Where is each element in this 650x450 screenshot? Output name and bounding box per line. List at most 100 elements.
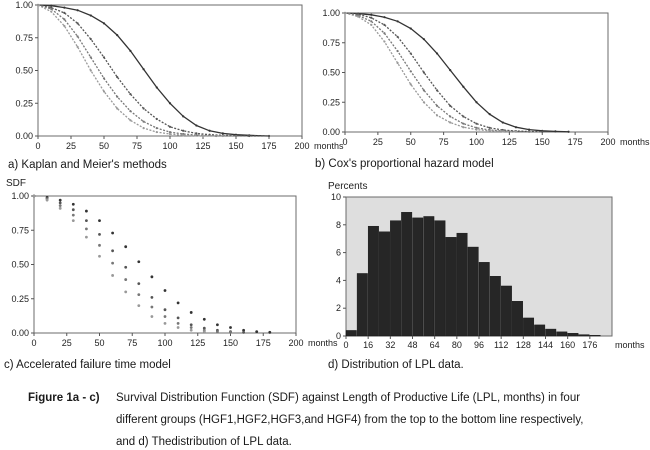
x-tick-label: 125 <box>190 338 205 348</box>
plot-frame <box>37 4 303 137</box>
x-tick-label: 96 <box>474 340 484 350</box>
scatter-point-series-2 <box>137 282 141 286</box>
y-axis-label: SDF <box>6 178 26 189</box>
scatter-point-series-1 <box>124 245 128 249</box>
scatter-point-series-1 <box>255 330 259 334</box>
survival-point <box>129 92 132 96</box>
histogram-bar <box>545 328 557 337</box>
x-tick-label: 50 <box>406 137 416 147</box>
survival-point <box>182 134 185 137</box>
survival-point <box>195 132 198 135</box>
y-tick-label: 0.00 <box>11 328 29 338</box>
scatter-point-series-3 <box>229 330 232 334</box>
histogram-bar <box>589 335 601 337</box>
survival-point <box>396 35 399 38</box>
scatter-point-series-4 <box>124 290 128 294</box>
survival-point <box>89 56 92 59</box>
survival-point <box>102 90 106 93</box>
histogram-bar <box>345 330 357 337</box>
survival-curve-series-1 <box>37 4 270 137</box>
survival-point <box>155 130 158 134</box>
survival-point <box>528 128 531 131</box>
x-unit-label: months <box>620 137 650 147</box>
y-tick-label: 4 <box>336 275 341 285</box>
survival-point <box>449 104 452 107</box>
histogram-bar <box>478 262 490 337</box>
y-tick-label: 0.75 <box>11 225 29 235</box>
scatter-point-series-4 <box>137 304 141 307</box>
scatter-point-series-4 <box>202 330 206 334</box>
x-unit-label: months <box>308 338 338 348</box>
histogram-bar <box>578 334 590 337</box>
y-tick-label: 0.75 <box>322 38 340 48</box>
survival-curve-series-4 <box>344 12 517 133</box>
figure-caption-line-2: different groups (HGF1,HGF2,HGF3,and HGF… <box>116 414 584 426</box>
x-tick-label: 128 <box>516 340 531 350</box>
survival-point <box>142 68 145 71</box>
histogram-bar <box>467 246 479 337</box>
y-tick-label: 0 <box>336 331 341 341</box>
survival-point <box>155 127 158 130</box>
survival-point <box>182 129 185 132</box>
survival-point <box>142 120 145 123</box>
scatter-point-series-3 <box>111 261 114 265</box>
survival-point <box>435 104 439 107</box>
histogram-bar <box>423 216 435 337</box>
survival-point <box>102 77 106 80</box>
x-tick-label: 50 <box>99 141 109 151</box>
x-tick-label: 100 <box>162 141 177 151</box>
scatter-point-series-4 <box>189 328 193 332</box>
histogram-bar <box>567 333 579 337</box>
survival-point <box>449 69 452 72</box>
scatter-point-series-2 <box>189 323 193 327</box>
survival-point <box>116 95 119 98</box>
y-tick-label: 0.00 <box>322 127 340 137</box>
scatter-point-series-3 <box>176 322 180 325</box>
x-tick-label: 0 <box>35 141 40 151</box>
survival-point <box>475 126 478 129</box>
survival-point <box>155 86 158 89</box>
survival-point <box>449 115 452 118</box>
histogram-bar <box>356 273 368 337</box>
x-tick-label: 160 <box>560 340 575 350</box>
x-tick-label: 125 <box>195 141 210 151</box>
survival-point <box>221 132 224 135</box>
x-tick-label: 32 <box>385 340 395 350</box>
survival-curve-series-3 <box>344 12 530 133</box>
x-tick-label: 25 <box>62 338 72 348</box>
survival-curve-series-4 <box>37 4 223 137</box>
survival-point <box>63 6 66 9</box>
survival-point <box>76 35 79 38</box>
survival-point <box>168 130 172 134</box>
x-tick-label: 75 <box>439 137 449 147</box>
x-tick-label: 175 <box>261 141 276 151</box>
scatter-point-series-2 <box>202 326 206 330</box>
survival-point <box>370 23 373 26</box>
scatter-point-series-3 <box>71 213 75 217</box>
panel-title: c) Accelerated failure time model <box>4 359 171 371</box>
scatter-point-series-4 <box>85 235 88 239</box>
survival-point <box>102 56 106 59</box>
scatter-point-series-1 <box>176 301 180 305</box>
scatter-point-series-3 <box>216 330 219 334</box>
scatter-point-series-1 <box>189 311 193 314</box>
scatter-point-series-3 <box>150 305 154 309</box>
histogram-bar <box>434 220 446 337</box>
x-tick-label: 200 <box>294 141 309 151</box>
x-tick-label: 100 <box>469 137 484 147</box>
scatter-point-series-1 <box>137 260 141 264</box>
histogram-bar <box>456 232 468 337</box>
survival-point <box>462 126 465 129</box>
scatter-point-series-2 <box>163 308 167 312</box>
panel-b-cox-hazard: 0.00 0.25 0.50 0.75 1.00 0 25 50 75 100 125 150 175 2… <box>315 8 650 170</box>
x-tick-label: 80 <box>452 340 462 350</box>
survival-point <box>50 4 53 7</box>
survival-point <box>409 83 412 86</box>
panel-title: d) Distribution of LPL data. <box>328 359 464 371</box>
survival-point <box>267 134 271 138</box>
x-unit-label: months <box>314 141 344 151</box>
survival-point <box>501 121 504 124</box>
scatter-point-series-2 <box>98 232 101 236</box>
y-axis-label: Percents <box>328 181 367 192</box>
survival-point <box>514 130 518 133</box>
